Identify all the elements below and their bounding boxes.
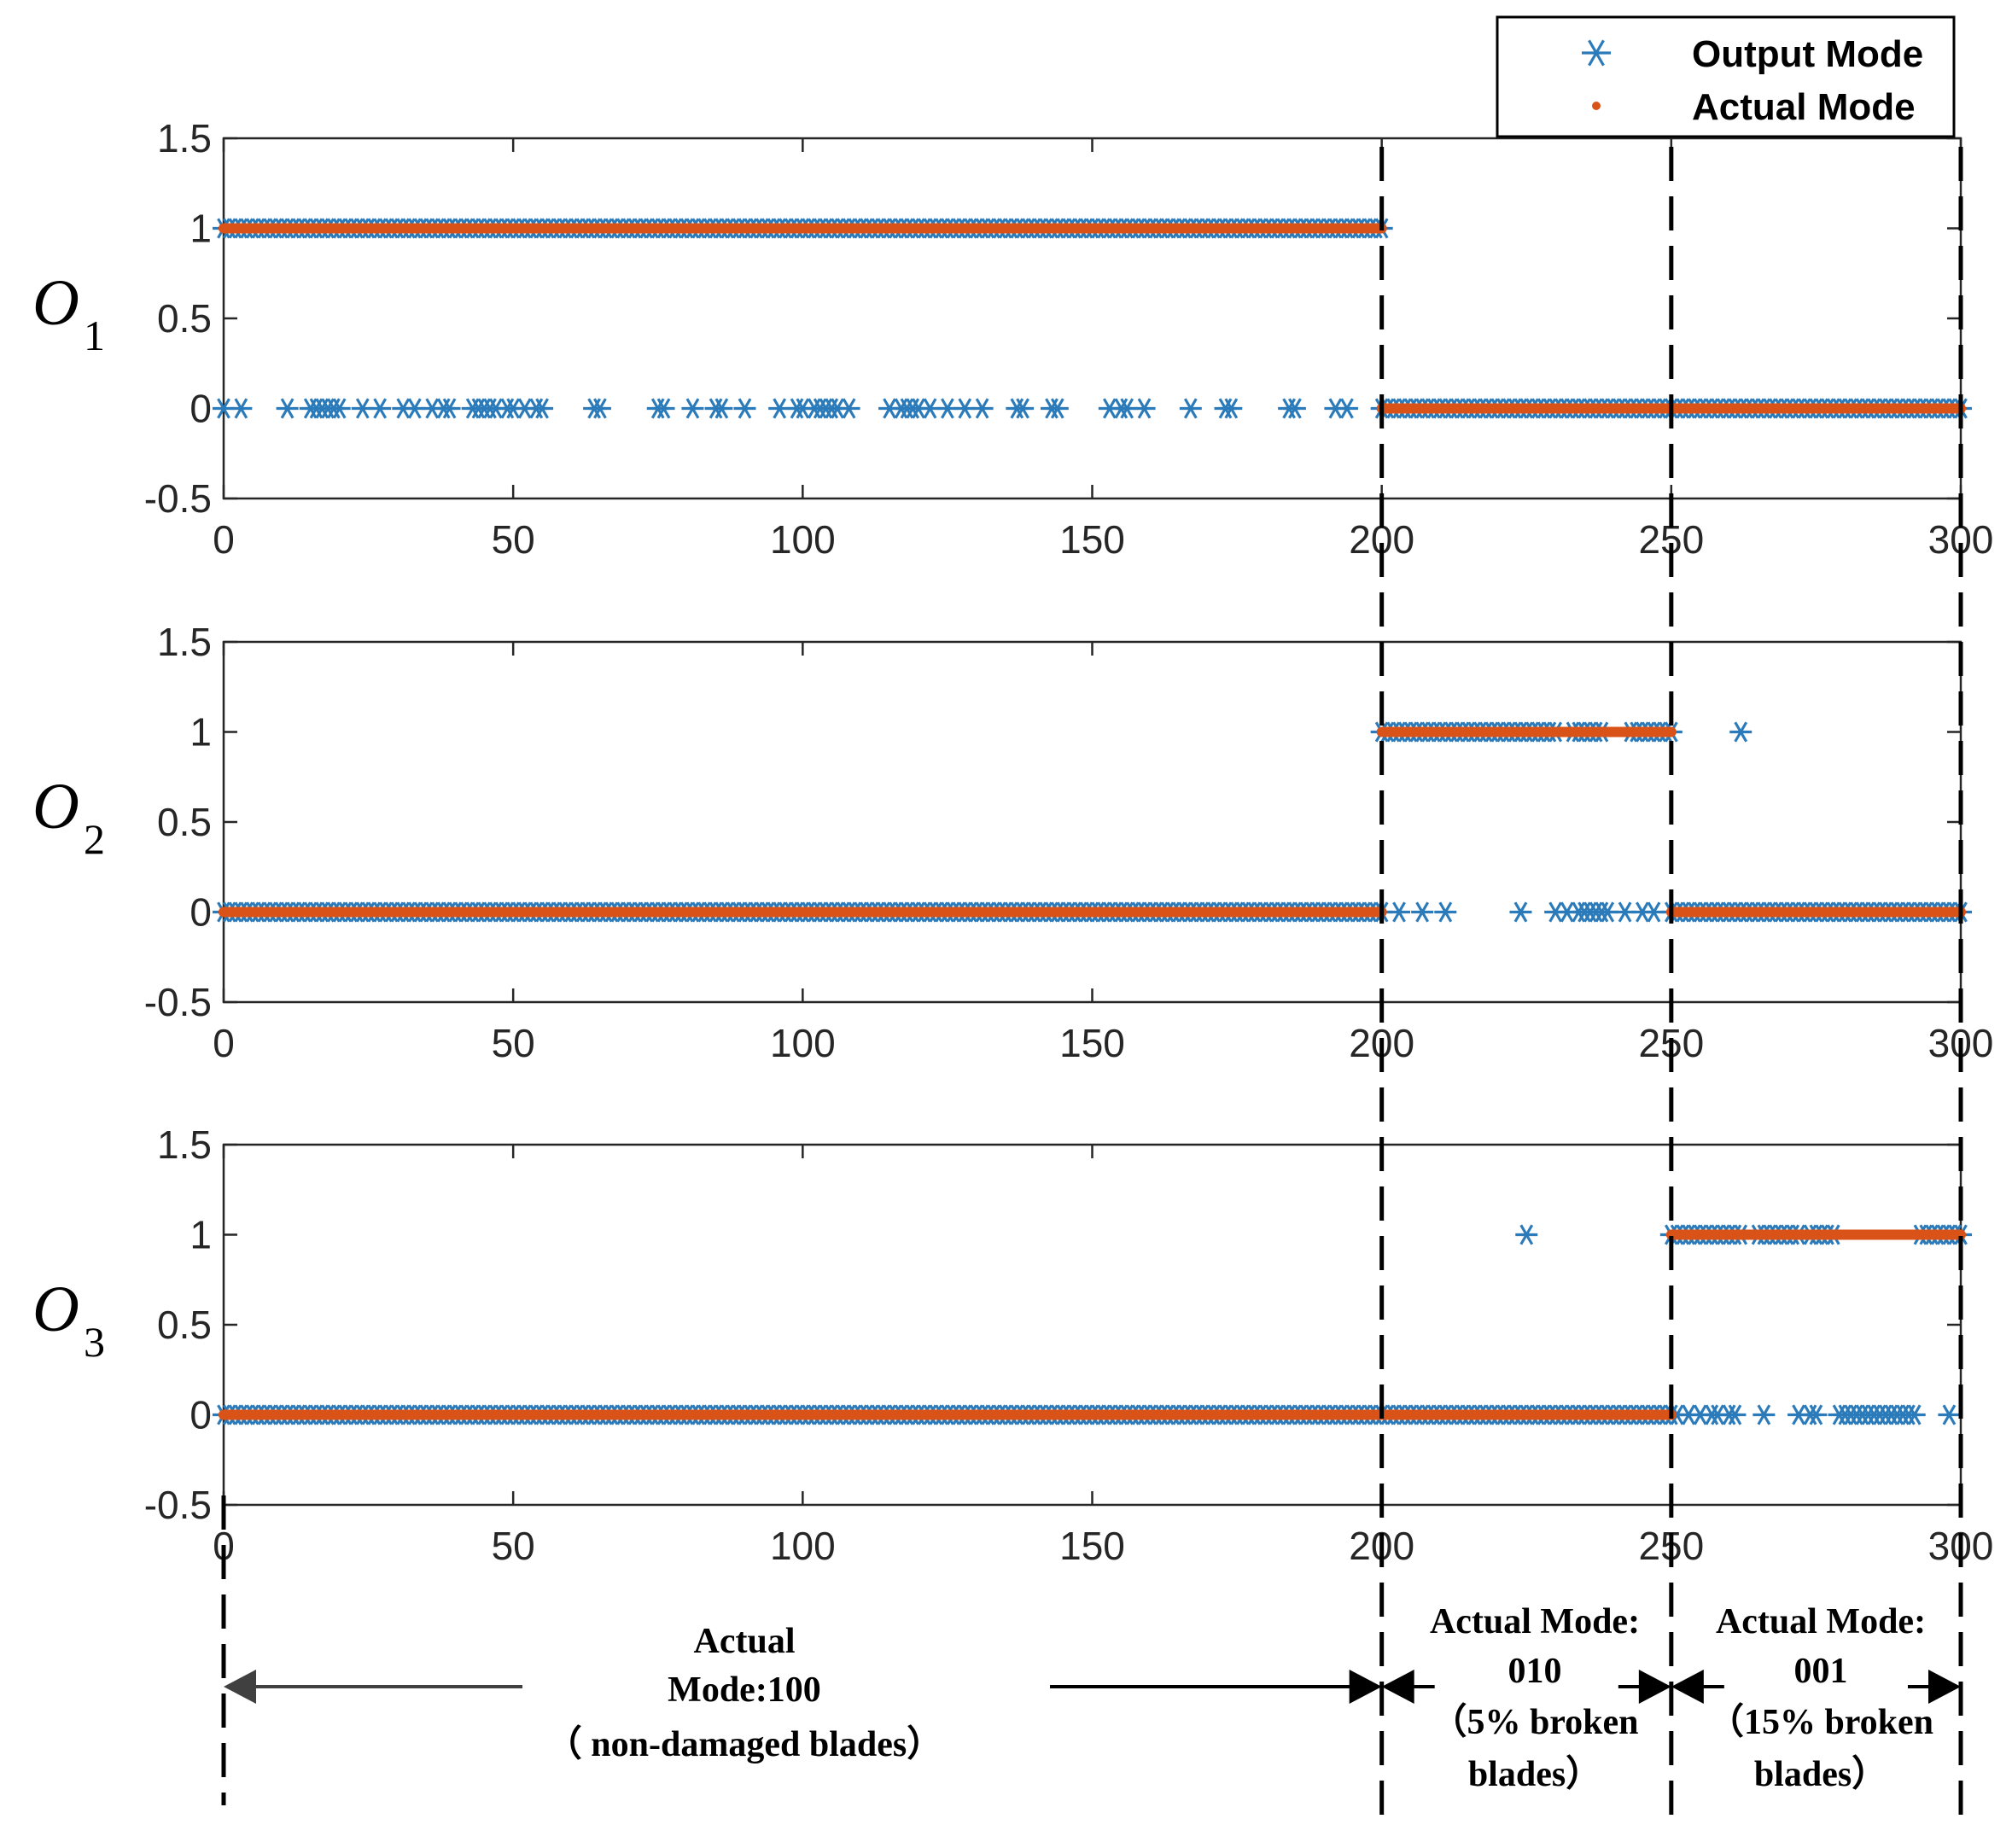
y-tick-label: 1.5 xyxy=(157,116,212,160)
annotation-arrow-head xyxy=(1671,1670,1704,1704)
plot-frame xyxy=(222,640,1962,1004)
y-tick-label: 0.5 xyxy=(157,296,212,341)
y-tick-label: 1 xyxy=(190,1213,212,1257)
output-mode-marker xyxy=(1335,398,1358,419)
output-mode-marker xyxy=(1046,398,1069,419)
x-tick-label: 50 xyxy=(492,1524,535,1568)
annotation-text-line: （ non-damaged blades） xyxy=(546,1724,942,1764)
output-mode-marker xyxy=(230,398,253,419)
output-mode-marker xyxy=(438,398,461,419)
y-axis-label-subscript: 3 xyxy=(84,1318,105,1366)
output-mode-marker xyxy=(369,398,392,419)
y-axis-label-subscript: 1 xyxy=(84,312,105,359)
y-axis-label: O xyxy=(32,771,79,842)
annotation-arrow-head xyxy=(224,1670,256,1704)
y-tick-label: 1.5 xyxy=(157,620,212,664)
x-tick-label: 100 xyxy=(770,517,836,562)
y-axis-label: O xyxy=(32,267,79,339)
x-tick-label: 0 xyxy=(213,517,235,562)
plot-frame xyxy=(222,137,1962,500)
annotation-text-line: 001 xyxy=(1794,1652,1848,1691)
y-tick-label: 1.5 xyxy=(157,1122,212,1167)
y-tick-label: 1 xyxy=(190,207,212,251)
legend-output-marker xyxy=(1582,39,1611,67)
output-mode-marker xyxy=(1012,398,1035,419)
y-tick-label: -0.5 xyxy=(144,980,212,1024)
annotation-arrow-head xyxy=(1638,1670,1671,1704)
annotation-text-line: blades） xyxy=(1468,1754,1601,1794)
legend-label-actual: Actual Mode xyxy=(1692,86,1916,128)
annotation-text-line: Actual Mode: xyxy=(1716,1602,1926,1641)
y-tick-label: 0.5 xyxy=(157,800,212,844)
y-axis-label-subscript: 2 xyxy=(84,815,105,863)
annotation-arrow-head xyxy=(1928,1670,1961,1704)
x-tick-label: 100 xyxy=(770,1524,836,1568)
y-tick-label: 0 xyxy=(190,387,212,431)
y-tick-label: 0.5 xyxy=(157,1303,212,1347)
y-tick-label: 1 xyxy=(190,710,212,755)
output-mode-marker xyxy=(1179,398,1202,419)
x-tick-label: 150 xyxy=(1059,1021,1125,1065)
annotation-arrow-head xyxy=(1349,1670,1382,1704)
output-mode-marker xyxy=(837,398,860,419)
legend: Output Mode Actual Mode xyxy=(1496,15,1956,138)
legend-box xyxy=(1496,15,1956,138)
y-axis-label: O xyxy=(32,1274,79,1345)
annotation-text-line: Actual Mode: xyxy=(1430,1602,1640,1641)
x-tick-label: 150 xyxy=(1059,1524,1125,1568)
output-mode-marker xyxy=(681,398,704,419)
annotation-text-line: （15% broken xyxy=(1708,1702,1933,1742)
mode-dividers xyxy=(221,147,1963,1818)
legend-actual-marker xyxy=(1592,102,1601,110)
annotation-text-line: blades） xyxy=(1754,1754,1887,1794)
output-mode-marker xyxy=(1729,721,1752,743)
x-tick-label: 0 xyxy=(213,1021,235,1065)
annotation-text-line: Mode:100 xyxy=(668,1670,821,1710)
y-tick-label: -0.5 xyxy=(144,1483,212,1527)
output-mode-marker xyxy=(733,398,756,419)
output-mode-marker xyxy=(1434,901,1457,923)
y-tick-label: -0.5 xyxy=(144,476,212,521)
output-mode-marker xyxy=(1723,1404,1747,1425)
output-mode-marker xyxy=(276,398,299,419)
legend-output-star xyxy=(1582,39,1611,67)
x-tick-label: 50 xyxy=(492,517,535,562)
output-mode-marker xyxy=(1903,1404,1926,1425)
output-mode-marker xyxy=(1283,398,1306,419)
x-tick-label: 50 xyxy=(492,1021,535,1065)
output-mode-marker xyxy=(1220,398,1243,419)
output-mode-marker xyxy=(328,398,351,419)
y-tick-label: 0 xyxy=(190,1393,212,1437)
annotation-arrow-head xyxy=(1381,1670,1414,1704)
output-mode-marker xyxy=(1411,901,1434,923)
output-mode-marker xyxy=(1515,1224,1538,1245)
output-mode-marker xyxy=(588,398,611,419)
output-mode-marker xyxy=(971,398,994,419)
output-mode-marker xyxy=(531,398,554,419)
panel-o3: 1.510.50-0.5050100150200250300O3 xyxy=(32,1122,1993,1568)
x-tick-label: 150 xyxy=(1059,517,1125,562)
output-mode-marker xyxy=(1805,1404,1828,1425)
output-mode-marker xyxy=(652,398,675,419)
output-mode-marker xyxy=(1388,901,1411,923)
output-mode-marker xyxy=(1752,1404,1776,1425)
plot-frame xyxy=(222,1143,1962,1507)
legend-label-output: Output Mode xyxy=(1692,33,1923,75)
annotation-text-line: Actual xyxy=(694,1622,796,1661)
output-mode-marker xyxy=(710,398,733,419)
output-mode-marker xyxy=(1133,398,1156,419)
mode-annotations: Actual Mode:100 （ non-damaged blades） Actua… xyxy=(224,1602,1961,1794)
output-mode-marker xyxy=(1938,1404,1961,1425)
annotation-text-line: （5% broken xyxy=(1431,1702,1638,1742)
y-tick-label: 0 xyxy=(190,890,212,935)
x-tick-label: 100 xyxy=(770,1021,836,1065)
annotation-text-line: 010 xyxy=(1508,1652,1562,1691)
output-mode-marker xyxy=(1642,901,1665,923)
output-mode-marker xyxy=(1509,901,1532,923)
